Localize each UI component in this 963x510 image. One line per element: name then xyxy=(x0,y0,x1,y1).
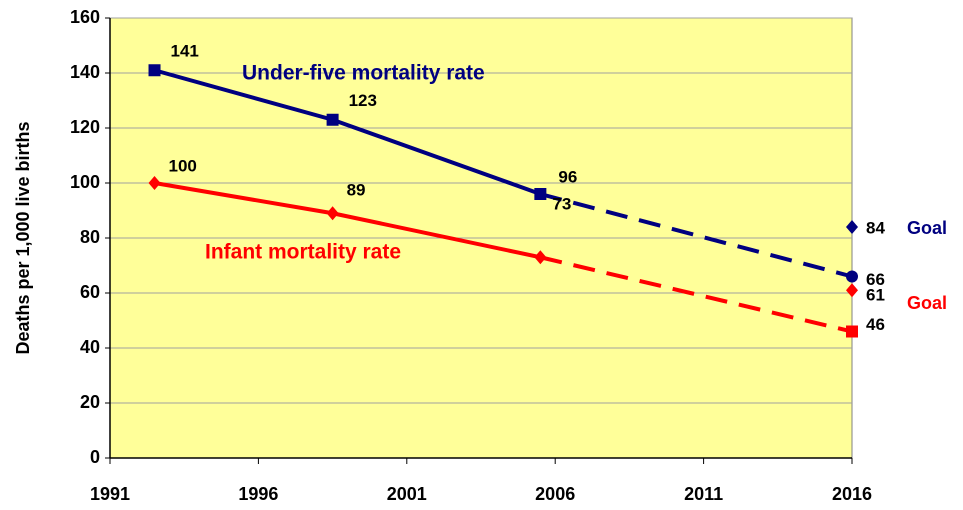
data-label: 66 xyxy=(866,270,885,289)
y-tick-label: 60 xyxy=(80,282,100,302)
marker xyxy=(534,188,547,200)
y-tick-label: 100 xyxy=(70,172,100,192)
x-tick-label: 1996 xyxy=(238,484,278,504)
marker xyxy=(148,176,161,190)
projection-line xyxy=(539,192,853,279)
y-tick-label: 20 xyxy=(80,392,100,412)
goal-value-label: 61 xyxy=(866,286,885,305)
marker xyxy=(326,206,339,221)
marker xyxy=(326,113,339,126)
marker xyxy=(846,220,858,234)
data-label: 73 xyxy=(552,195,571,214)
marker xyxy=(846,270,858,283)
data-label: 141 xyxy=(171,42,199,61)
goal-value-label: 84 xyxy=(866,218,885,237)
y-axis-label: Deaths per 1,000 live births xyxy=(13,121,33,354)
data-label: 46 xyxy=(866,315,885,334)
data-label: 123 xyxy=(349,91,377,110)
data-label: 89 xyxy=(347,181,366,200)
y-tick-label: 160 xyxy=(70,7,100,27)
marker xyxy=(846,325,858,338)
y-tick-label: 80 xyxy=(80,227,100,247)
x-tick-label: 2016 xyxy=(832,484,872,504)
marker xyxy=(534,250,547,265)
y-tick-label: 40 xyxy=(80,337,100,357)
projection-line xyxy=(539,255,853,334)
data-label: 96 xyxy=(558,167,577,186)
data-label: 100 xyxy=(169,156,197,175)
x-tick-label: 1991 xyxy=(90,484,130,504)
y-tick-label: 140 xyxy=(70,62,100,82)
x-tick-label: 2011 xyxy=(684,484,723,504)
x-tick-label: 2001 xyxy=(387,484,427,504)
marker xyxy=(148,64,161,77)
y-tick-label: 120 xyxy=(70,117,100,137)
series-name: Under-five mortality rate xyxy=(242,62,485,85)
goal-label: Goal xyxy=(907,293,947,313)
y-tick-label: 0 xyxy=(90,447,100,467)
x-tick-label: 2006 xyxy=(535,484,575,504)
series-name: Infant mortality rate xyxy=(205,241,401,264)
marker xyxy=(846,283,858,298)
goal-label: Goal xyxy=(907,218,947,238)
